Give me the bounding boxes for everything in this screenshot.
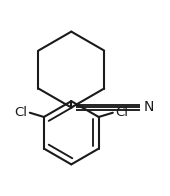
Text: Cl: Cl (15, 106, 28, 119)
Text: N: N (144, 101, 154, 114)
Text: Cl: Cl (115, 106, 128, 119)
